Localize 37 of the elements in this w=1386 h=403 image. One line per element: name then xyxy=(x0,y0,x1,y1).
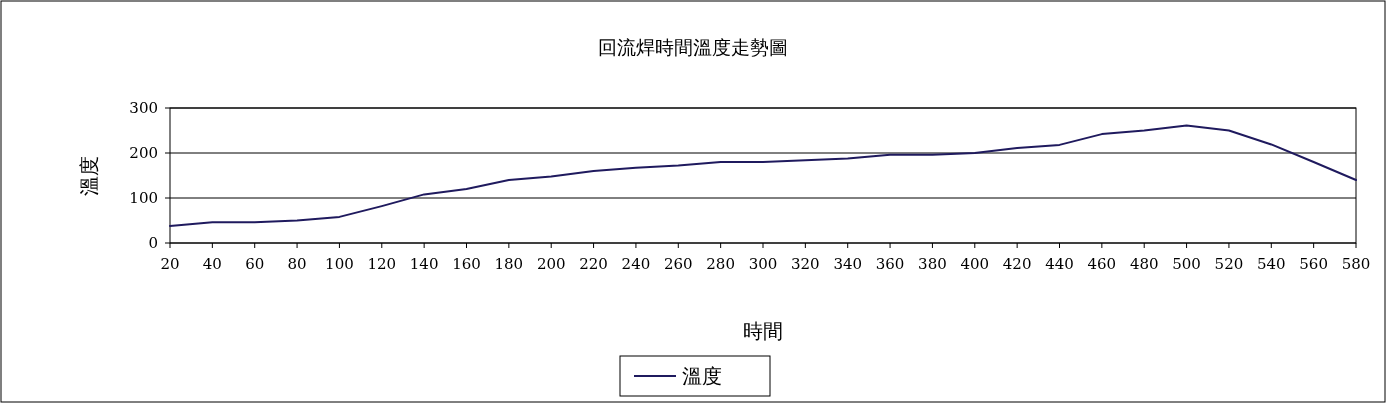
y-tick-label: 0 xyxy=(148,234,158,252)
y-tick-label: 300 xyxy=(129,99,158,117)
x-tick-label: 380 xyxy=(918,255,947,273)
x-tick-label: 20 xyxy=(160,255,180,273)
x-tick-label: 80 xyxy=(287,255,307,273)
x-tick-label: 40 xyxy=(202,255,222,273)
chart-title: 回流焊時間溫度走勢圖 xyxy=(598,36,788,58)
x-tick-label: 420 xyxy=(1002,255,1032,273)
y-tick-label: 100 xyxy=(129,189,158,207)
x-tick-label: 220 xyxy=(579,255,608,273)
x-tick-label: 180 xyxy=(494,255,524,273)
x-tick-label: 160 xyxy=(452,255,481,273)
x-axis-title: 時間 xyxy=(743,319,783,343)
x-tick-label: 520 xyxy=(1214,255,1244,273)
x-tick-label: 580 xyxy=(1341,255,1371,273)
legend-label: 溫度 xyxy=(682,364,722,388)
x-tick-label: 120 xyxy=(367,255,397,273)
x-tick-label: 540 xyxy=(1256,255,1286,273)
x-tick-label: 360 xyxy=(875,255,905,273)
x-tick-label: 200 xyxy=(536,255,566,273)
x-tick-label: 60 xyxy=(245,255,265,273)
y-axis-title: 溫度 xyxy=(77,155,101,196)
x-tick-label: 460 xyxy=(1087,255,1117,273)
x-tick-label: 260 xyxy=(663,255,693,273)
x-tick-label: 560 xyxy=(1299,255,1328,273)
x-tick-label: 140 xyxy=(409,255,439,273)
x-tick-label: 440 xyxy=(1045,255,1074,273)
x-tick-label: 300 xyxy=(748,255,778,273)
x-tick-label: 320 xyxy=(791,255,820,273)
x-tick-label: 100 xyxy=(325,255,354,273)
x-tick-label: 480 xyxy=(1129,255,1159,273)
x-tick-label: 400 xyxy=(960,255,990,273)
x-tick-label: 240 xyxy=(621,255,651,273)
y-tick-label: 200 xyxy=(129,144,158,162)
x-tick-label: 500 xyxy=(1172,255,1201,273)
x-tick-label: 340 xyxy=(833,255,863,273)
x-tick-label: 280 xyxy=(706,255,735,273)
